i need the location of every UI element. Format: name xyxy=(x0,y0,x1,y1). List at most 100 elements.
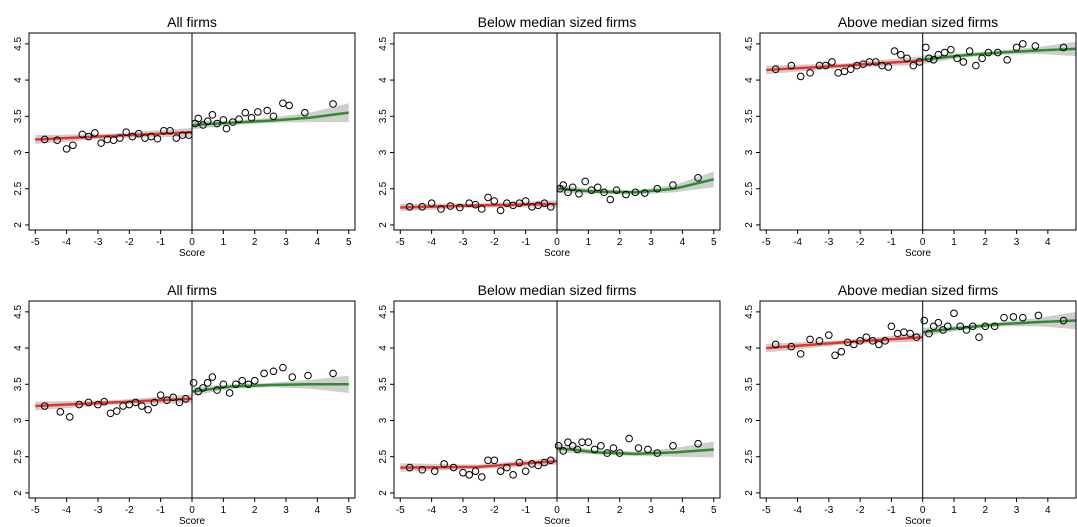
point xyxy=(806,69,814,77)
point xyxy=(75,400,83,409)
point xyxy=(903,54,911,63)
y-tick-label: 3.5 xyxy=(13,109,24,123)
point xyxy=(250,376,259,385)
point xyxy=(568,442,577,450)
point xyxy=(890,47,899,55)
point xyxy=(909,61,918,70)
x-tick-label: 5 xyxy=(711,237,717,248)
point xyxy=(169,393,177,402)
point xyxy=(208,111,217,119)
x-tick-label: -1 xyxy=(156,237,165,248)
point xyxy=(984,48,993,57)
point xyxy=(203,379,212,387)
point xyxy=(875,340,883,349)
y-tick-label: 3 xyxy=(13,417,24,423)
point xyxy=(53,136,62,144)
point xyxy=(606,195,615,204)
x-axis-label: Score xyxy=(544,248,571,259)
point xyxy=(465,471,474,479)
point xyxy=(837,347,846,356)
x-tick-label: -4 xyxy=(793,505,802,516)
y-tick-label: 4.5 xyxy=(378,304,389,318)
x-tick-label: -3 xyxy=(459,237,468,248)
point xyxy=(925,54,933,63)
point xyxy=(156,391,165,399)
fit-line xyxy=(556,446,714,456)
point xyxy=(40,135,49,144)
point xyxy=(285,101,293,110)
point xyxy=(981,322,990,331)
y-tick-label: 2 xyxy=(13,490,24,496)
point xyxy=(40,402,49,410)
point xyxy=(91,129,99,137)
x-tick-label: -1 xyxy=(521,237,530,248)
point xyxy=(925,329,933,338)
y-tick-label: 2.5 xyxy=(378,449,389,463)
point xyxy=(590,445,599,454)
point xyxy=(244,380,253,389)
point xyxy=(943,322,952,331)
chart-title: All firms xyxy=(167,282,217,298)
y-tick-label: 2.5 xyxy=(13,449,24,463)
x-axis-label: Score xyxy=(905,248,932,259)
point xyxy=(644,445,652,454)
point xyxy=(440,460,448,468)
x-tick-label: 3 xyxy=(648,505,654,516)
point xyxy=(329,369,337,378)
x-tick-label: -1 xyxy=(887,237,896,248)
point xyxy=(254,108,262,116)
point xyxy=(564,188,572,197)
x-tick-label: -5 xyxy=(396,505,405,516)
point xyxy=(456,203,464,212)
fit-line xyxy=(191,383,349,393)
point xyxy=(194,114,203,123)
point xyxy=(559,447,568,455)
point xyxy=(138,402,146,410)
point xyxy=(122,128,130,137)
point xyxy=(896,50,905,59)
point xyxy=(247,113,256,122)
point xyxy=(134,129,143,138)
point xyxy=(329,100,337,108)
point xyxy=(993,48,1002,57)
point xyxy=(94,400,102,409)
y-tick-label: 3 xyxy=(744,417,755,423)
point xyxy=(868,337,877,345)
point xyxy=(185,131,193,139)
x-tick-label: 3 xyxy=(283,505,289,516)
y-tick-label: 4.5 xyxy=(744,36,755,50)
x-tick-label: 2 xyxy=(982,505,988,516)
x-tick-label: 3 xyxy=(1014,237,1020,248)
point xyxy=(625,434,633,443)
point xyxy=(578,438,586,447)
point xyxy=(965,47,974,55)
x-tick-label: -1 xyxy=(521,505,530,516)
x-tick-label: 2 xyxy=(982,237,988,248)
point xyxy=(69,141,77,150)
point xyxy=(521,467,530,476)
point xyxy=(972,61,980,70)
x-tick-label: -2 xyxy=(856,505,865,516)
y-tick-label: 4 xyxy=(13,345,24,351)
chart-title: All firms xyxy=(167,14,217,30)
point xyxy=(815,337,824,345)
y-tick-label: 3 xyxy=(378,149,389,155)
point xyxy=(920,316,929,325)
point xyxy=(1003,55,1011,64)
point xyxy=(1019,40,1027,48)
point xyxy=(831,351,839,360)
point xyxy=(521,197,530,205)
point xyxy=(222,124,231,133)
point xyxy=(144,405,152,414)
point xyxy=(213,386,221,394)
x-tick-label: 4 xyxy=(680,237,686,248)
x-tick-label: -4 xyxy=(427,237,436,248)
point xyxy=(116,134,124,142)
point xyxy=(459,468,467,477)
plot-frame xyxy=(759,32,1077,231)
point xyxy=(189,379,198,387)
y-tick-label: 2.5 xyxy=(744,181,755,195)
point xyxy=(199,384,207,392)
chart-title: Below median sized firms xyxy=(478,14,637,30)
x-tick-label: 2 xyxy=(617,237,623,248)
